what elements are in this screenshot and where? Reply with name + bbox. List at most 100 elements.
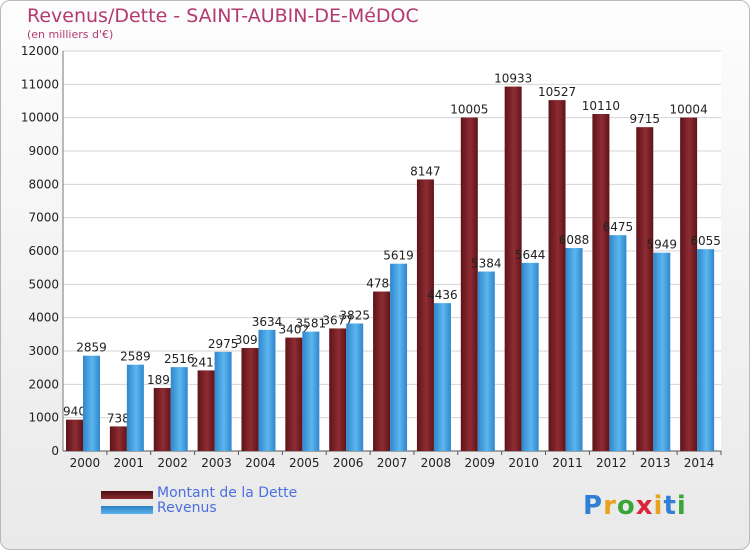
data-label-revenue: 5644	[515, 248, 546, 262]
bar-debt	[197, 370, 215, 451]
logo-letter: i	[676, 491, 687, 521]
legend-label-revenue: Revenus	[157, 500, 217, 516]
bar-revenue	[302, 331, 320, 451]
bar-revenue	[170, 367, 188, 451]
data-label-debt: 3091	[235, 333, 266, 347]
x-tick-label: 2006	[333, 456, 364, 470]
y-tick-label: 9000	[28, 144, 59, 158]
bar-debt	[329, 328, 347, 451]
bar-debt	[416, 179, 434, 451]
bar-revenue	[697, 249, 715, 451]
bar-revenue	[83, 355, 100, 451]
data-label-revenue: 6055	[690, 234, 721, 248]
bar-debt	[504, 86, 522, 452]
data-label-debt: 3402	[279, 323, 310, 337]
data-label-debt: 10527	[538, 85, 576, 99]
legend-label-debt: Montant de la Dette	[157, 485, 298, 501]
x-tick-label: 2012	[596, 456, 627, 470]
legend-item-revenue: Revenus	[101, 500, 321, 518]
data-label-debt: 10110	[582, 99, 620, 113]
y-tick-label: 4000	[28, 311, 59, 325]
data-label-revenue: 4436	[427, 288, 458, 302]
bar-debt	[285, 337, 303, 451]
bar-debt	[66, 419, 83, 451]
data-label-debt: 10933	[494, 72, 532, 86]
data-label-debt: 1891	[147, 373, 178, 387]
data-label-debt: 3677	[322, 313, 353, 327]
data-label-debt: 940	[63, 405, 86, 419]
y-tick-label: 12000	[21, 44, 59, 58]
x-tick-label: 2002	[157, 456, 188, 470]
bar-debt	[241, 347, 259, 451]
y-tick-label: 11000	[21, 77, 59, 91]
bar-revenue	[346, 323, 364, 451]
x-tick-label: 2008	[421, 456, 452, 470]
x-tick-label: 2014	[684, 456, 715, 470]
logo-letter: x	[635, 491, 654, 521]
data-label-revenue: 5619	[383, 249, 414, 263]
bar-revenue	[433, 303, 451, 451]
data-label-debt: 10004	[670, 103, 708, 117]
data-label-revenue: 3825	[339, 309, 370, 323]
y-tick-label: 0	[51, 444, 59, 458]
bar-revenue	[390, 263, 408, 451]
proxiti-logo: Proxiti	[583, 491, 687, 521]
data-label-revenue: 3634	[252, 315, 283, 329]
data-label-revenue: 5384	[471, 257, 502, 271]
logo-letter: i	[653, 491, 664, 521]
bar-debt	[592, 114, 610, 451]
data-label-debt: 8147	[410, 164, 441, 178]
data-label-revenue: 6475	[603, 220, 634, 234]
data-label-revenue: 3581	[296, 317, 327, 331]
bar-revenue	[126, 364, 144, 451]
data-label-debt: 9715	[629, 112, 660, 126]
x-tick-label: 2005	[289, 456, 320, 470]
bar-revenue	[477, 271, 495, 451]
bar-debt	[460, 117, 478, 451]
y-tick-label: 1000	[28, 411, 59, 425]
x-tick-label: 2011	[552, 456, 583, 470]
x-tick-label: 2003	[201, 456, 232, 470]
y-tick-label: 2000	[28, 377, 59, 391]
data-label-revenue: 5949	[646, 238, 677, 252]
y-tick-label: 5000	[28, 277, 59, 291]
logo-letter: r	[603, 491, 617, 521]
logo-letter: t	[663, 491, 677, 521]
x-tick-label: 2013	[640, 456, 671, 470]
data-label-revenue: 6088	[559, 233, 590, 247]
bar-debt	[153, 387, 171, 451]
bar-debt	[373, 291, 391, 451]
logo-letter: o	[616, 491, 636, 521]
y-tick-label: 8000	[28, 177, 59, 191]
chart-title: Revenus/Dette - SAINT-AUBIN-DE-MéDOC	[27, 5, 419, 27]
data-label-debt: 10005	[450, 103, 488, 117]
bar-debt	[680, 117, 698, 452]
bar-revenue	[258, 329, 276, 451]
data-label-debt: 738	[107, 411, 130, 425]
bar-revenue	[214, 351, 232, 451]
bar-revenue	[653, 252, 671, 451]
data-label-debt: 4784	[366, 277, 397, 291]
data-label-revenue: 2589	[120, 350, 151, 364]
x-tick-label: 2004	[245, 456, 276, 470]
legend-swatch-revenue	[101, 506, 153, 514]
y-tick-label: 3000	[28, 344, 59, 358]
chart-subtitle: (en milliers d'€)	[27, 28, 114, 41]
x-tick-label: 2007	[377, 456, 408, 470]
y-tick-label: 6000	[28, 244, 59, 258]
bar-debt	[636, 127, 654, 452]
data-label-revenue: 2975	[208, 337, 239, 351]
y-tick-label: 7000	[28, 211, 59, 225]
data-label-revenue: 2516	[164, 352, 195, 366]
x-tick-label: 2010	[508, 456, 539, 470]
x-tick-label: 2001	[114, 456, 145, 470]
x-tick-label: 2000	[70, 456, 101, 470]
logo-letter: P	[583, 491, 604, 521]
legend-swatch-debt	[101, 491, 153, 499]
x-tick-label: 2009	[464, 456, 495, 470]
y-tick-label: 10000	[21, 111, 59, 125]
data-label-debt: 2418	[191, 355, 222, 369]
bar-revenue	[521, 262, 539, 451]
bar-revenue	[609, 235, 627, 451]
